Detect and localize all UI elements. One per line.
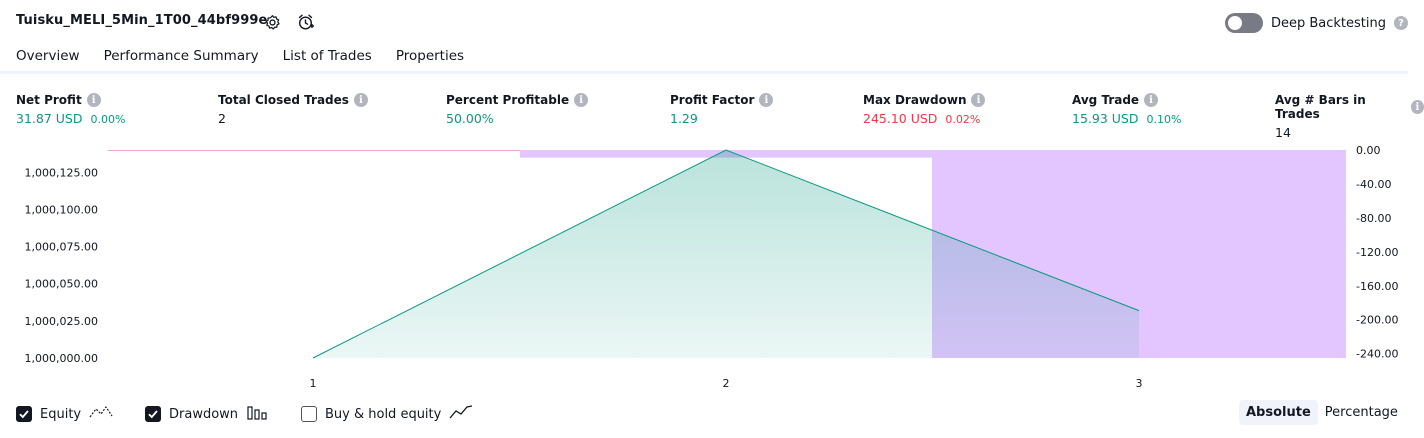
checkbox-checked-icon[interactable] (16, 406, 32, 422)
right-axis-tick: -240.00 (1356, 348, 1398, 361)
stat-percent: 0.02% (945, 113, 981, 126)
info-icon[interactable]: i (759, 93, 774, 107)
equity-area (313, 150, 1139, 358)
stat-total-closed-trades: Total Closed Trades i 2 (218, 93, 368, 126)
info-icon[interactable]: i (86, 93, 101, 107)
stat-percent: 0.00% (90, 113, 126, 126)
left-axis-tick: 1,000,100.00 (25, 203, 98, 216)
equity-drawdown-chart: 1,000,125.00 1,000,100.00 1,000,075.00 1,00… (25, 144, 1399, 390)
stat-max-drawdown: Max Drawdown i 245.10 USD 0.02% (863, 93, 986, 126)
tab-performance-summary[interactable]: Performance Summary (103, 48, 259, 64)
stat-value: 31.87 USD (16, 111, 83, 126)
legend-drawdown[interactable]: Drawdown (145, 404, 268, 424)
legend-label: Buy & hold equity (325, 406, 442, 422)
stat-percent: 0.10% (1146, 113, 1182, 126)
deep-backtesting-toggle[interactable] (1224, 13, 1263, 33)
stat-value: 1.29 (670, 111, 698, 126)
equity-line-icon (89, 404, 113, 424)
stat-net-profit: Net Profit i 31.87 USD 0.00% (16, 93, 125, 126)
right-axis-tick: -80.00 (1356, 212, 1391, 225)
tab-properties[interactable]: Properties (395, 48, 465, 64)
legend-buy-hold[interactable]: Buy & hold equity (301, 404, 473, 424)
tab-divider (0, 71, 1408, 74)
stat-label: Avg Trade (1072, 93, 1140, 107)
stat-percent-profitable: Percent Profitable i 50.00% (446, 93, 589, 126)
x-axis-tick: 3 (1136, 377, 1143, 390)
left-axis: 1,000,125.00 1,000,100.00 1,000,075.00 1,00… (25, 166, 98, 365)
stat-label: Percent Profitable (446, 93, 570, 107)
stat-label: Max Drawdown (863, 93, 967, 107)
left-axis-tick: 1,000,000.00 (25, 352, 98, 365)
info-icon[interactable]: i (1144, 93, 1159, 107)
buy-hold-line-icon (449, 404, 473, 424)
right-axis: 0.00 -40.00 -80.00 -120.00 -160.00 -200.00 -24… (1356, 144, 1398, 361)
left-axis-tick: 1,000,075.00 (25, 241, 98, 254)
checkbox-unchecked-icon[interactable] (301, 406, 317, 422)
stat-label: Avg # Bars in Trades (1275, 93, 1366, 121)
left-axis-tick: 1,000,125.00 (25, 166, 98, 179)
strategy-name: Tuisku_MELI_5Min_1T00_44bf999e (16, 13, 268, 28)
info-icon[interactable]: i (971, 93, 986, 107)
legend-label: Drawdown (169, 406, 239, 422)
stat-label: Profit Factor (670, 93, 755, 107)
drawdown-bars-icon (246, 404, 268, 424)
stat-avg-trade: Avg Trade i 15.93 USD 0.10% (1072, 93, 1181, 126)
right-axis-tick: -120.00 (1356, 246, 1398, 259)
mode-absolute-button[interactable]: Absolute (1239, 400, 1318, 425)
stat-value: 2 (218, 111, 226, 126)
right-axis-tick: -160.00 (1356, 280, 1398, 293)
tab-overview[interactable]: Overview (16, 48, 80, 74)
stat-value: 14 (1275, 125, 1291, 140)
stat-label: Net Profit (16, 93, 82, 107)
deep-backtesting: Deep Backtesting ? (1224, 13, 1408, 33)
alarm-clock-add-icon[interactable] (297, 13, 315, 31)
stat-avg-bars-in-trades: Avg # Bars in Trades i 14 (1275, 93, 1424, 140)
legend-equity[interactable]: Equity (16, 404, 113, 424)
question-icon[interactable]: ? (1394, 16, 1408, 30)
info-icon[interactable]: i (353, 93, 368, 107)
stat-value: 15.93 USD (1072, 111, 1139, 126)
left-axis-tick: 1,000,025.00 (25, 315, 98, 328)
gear-icon[interactable] (263, 13, 281, 31)
x-axis-tick: 2 (723, 377, 730, 390)
deep-backtesting-label: Deep Backtesting (1270, 15, 1386, 31)
info-icon[interactable]: i (1410, 100, 1424, 114)
right-axis-tick: -40.00 (1356, 178, 1391, 191)
tab-bar: Overview Performance Summary List of Tra… (16, 48, 465, 74)
stat-value: 50.00% (446, 111, 494, 126)
info-icon[interactable]: i (574, 93, 589, 107)
stat-profit-factor: Profit Factor i 1.29 (670, 93, 774, 126)
stat-label: Total Closed Trades (218, 93, 349, 107)
left-axis-tick: 1,000,050.00 (25, 278, 98, 291)
checkbox-checked-icon[interactable] (145, 406, 161, 422)
right-axis-tick: 0.00 (1356, 144, 1381, 157)
mode-percentage-button[interactable]: Percentage (1324, 405, 1398, 420)
tab-list-of-trades[interactable]: List of Trades (282, 48, 372, 64)
display-mode-toggle: Absolute Percentage (1239, 400, 1405, 425)
stat-value: 245.10 USD (863, 111, 938, 126)
x-axis-tick: 1 (310, 377, 317, 390)
equity-line (312, 149, 1140, 359)
legend-label: Equity (40, 406, 82, 422)
x-axis: 1 2 3 (310, 377, 1143, 390)
right-axis-tick: -200.00 (1356, 314, 1398, 327)
